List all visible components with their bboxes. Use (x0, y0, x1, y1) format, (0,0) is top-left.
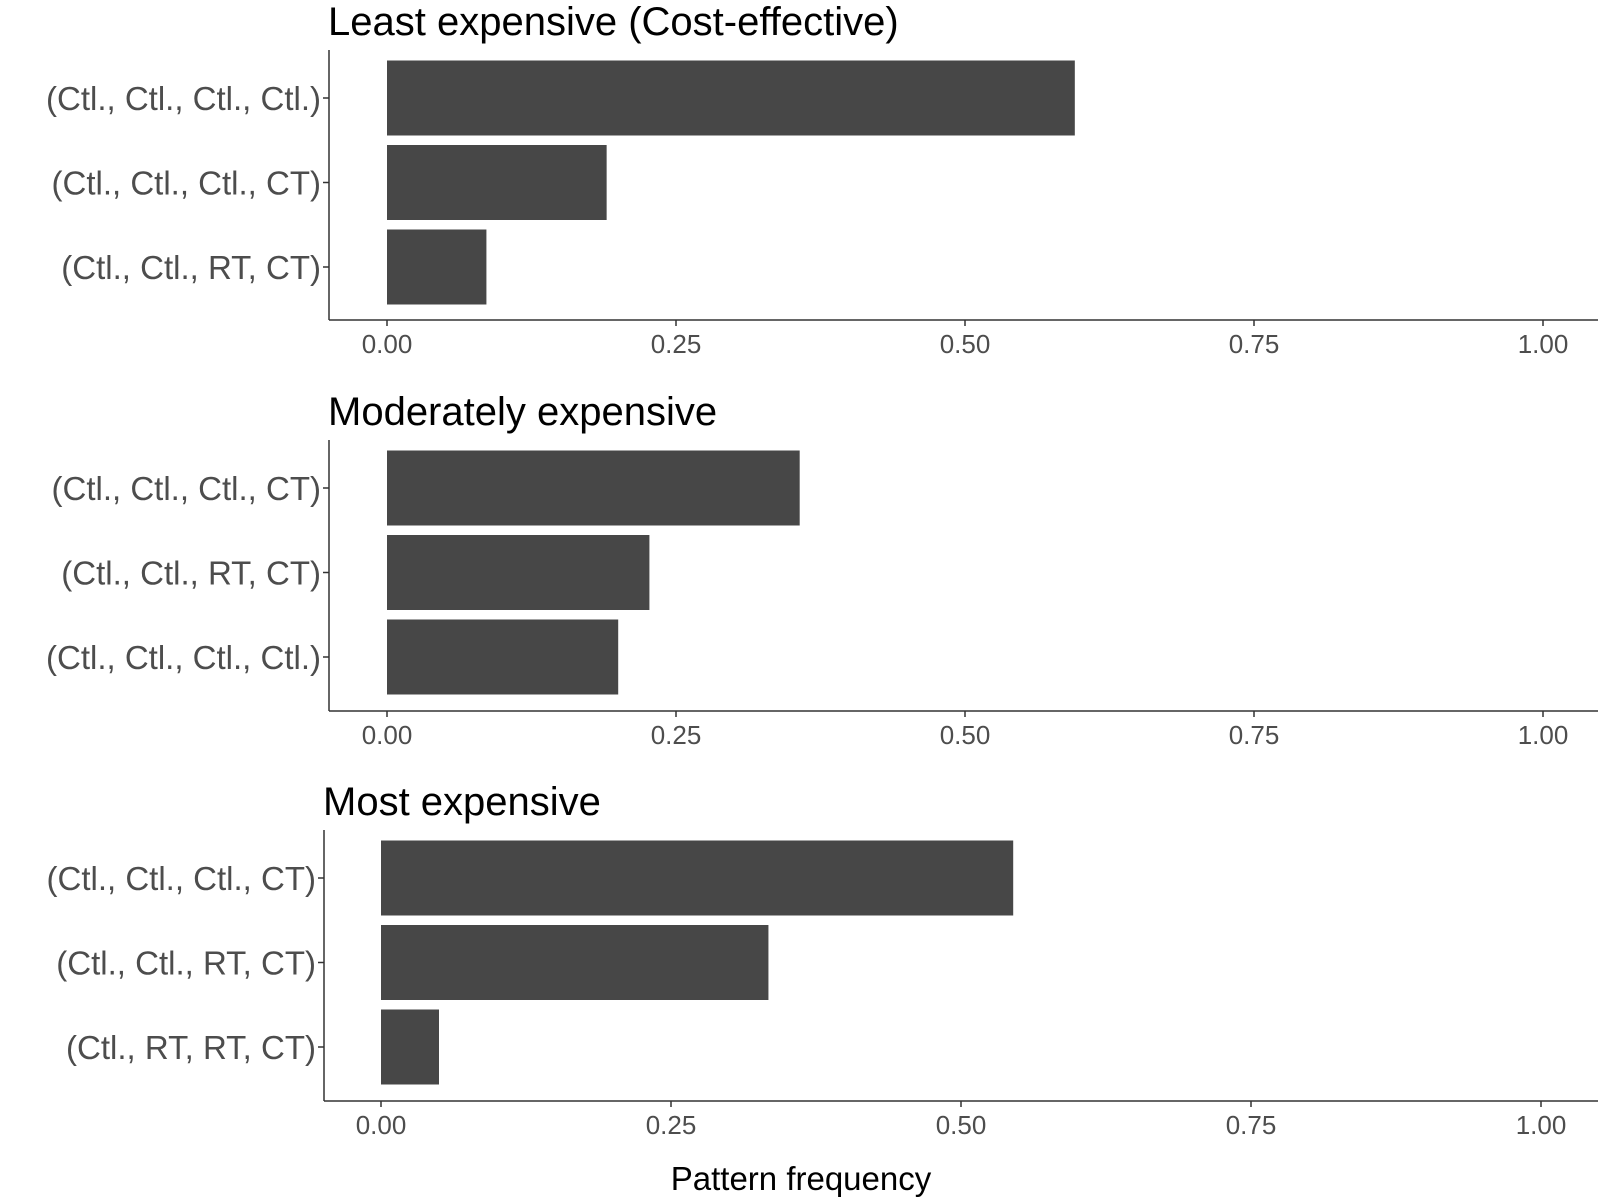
category-label: (Ctl., Ctl., Ctl., Ctl.) (46, 80, 321, 117)
category-label: (Ctl., Ctl., Ctl., CT) (52, 470, 321, 507)
panel-title: Moderately expensive (328, 390, 717, 434)
chart-panel-1: Least expensive (Cost-effective)(Ctl., C… (46, 0, 1598, 359)
category-label: (Ctl., Ctl., RT, CT) (56, 945, 316, 982)
category-label: (Ctl., Ctl., Ctl., CT) (52, 165, 321, 202)
x-tick-label: 0.50 (940, 720, 991, 750)
x-tick-label: 0.00 (356, 1110, 407, 1140)
panel-title: Most expensive (323, 780, 601, 824)
bar (387, 229, 487, 305)
bar (387, 450, 800, 526)
x-axis-title: Pattern frequency (671, 1160, 932, 1197)
bar (381, 925, 769, 1000)
chart-panel-2: Moderately expensive(Ctl., Ctl., Ctl., C… (46, 390, 1598, 750)
category-label: (Ctl., Ctl., RT, CT) (61, 555, 321, 592)
x-tick-label: 1.00 (1516, 1110, 1567, 1140)
x-tick-label: 0.50 (940, 329, 991, 359)
x-tick-label: 0.25 (646, 1110, 697, 1140)
x-tick-label: 0.75 (1229, 720, 1280, 750)
bar (387, 145, 607, 220)
x-tick-label: 0.75 (1229, 329, 1280, 359)
category-label: (Ctl., RT, RT, CT) (66, 1029, 316, 1066)
bar (381, 1009, 439, 1085)
x-tick-label: 1.00 (1518, 329, 1569, 359)
x-tick-label: 0.75 (1226, 1110, 1277, 1140)
x-tick-label: 0.25 (651, 720, 702, 750)
x-tick-label: 0.00 (362, 329, 413, 359)
x-tick-label: 0.50 (936, 1110, 987, 1140)
bar (387, 619, 619, 695)
chart-panel-3: Most expensive(Ctl., Ctl., Ctl., CT) (Ctl… (47, 780, 1598, 1140)
category-label: (Ctl., Ctl., RT, CT) (61, 249, 321, 286)
bar (381, 840, 1014, 916)
x-tick-label: 0.25 (651, 329, 702, 359)
x-tick-label: 0.00 (362, 720, 413, 750)
category-label: (Ctl., Ctl., Ctl., CT) (47, 860, 316, 897)
category-label: (Ctl., Ctl., Ctl., Ctl.) (46, 639, 321, 676)
panel-title: Least expensive (Cost-effective) (328, 0, 899, 44)
bar (387, 60, 1075, 136)
x-tick-label: 1.00 (1518, 720, 1569, 750)
bar (387, 535, 650, 610)
